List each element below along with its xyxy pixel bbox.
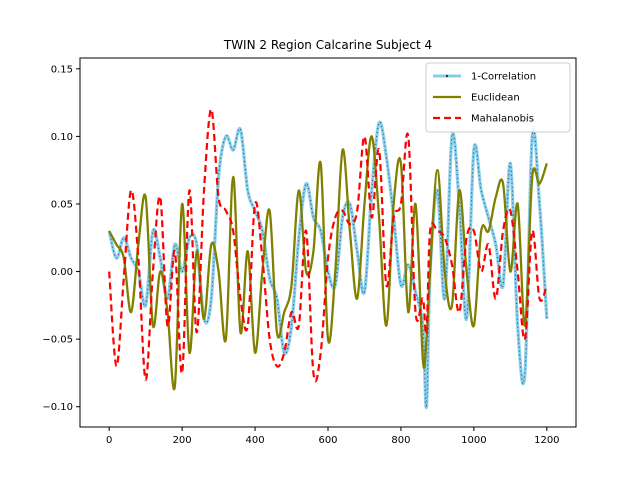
y-tick-label: 0.00: [51, 267, 73, 278]
x-tick-label: 1200: [534, 435, 559, 446]
legend-box: [425, 62, 571, 133]
y-tick-label: 0.05: [51, 199, 73, 210]
series-line-mahalanobis: [108, 108, 548, 383]
legend-label-1-correlation: 1-Correlation: [471, 72, 536, 83]
x-tick-label: 0: [106, 435, 112, 446]
legend-marker-1-correlation: [445, 74, 449, 78]
plot-lines: [107, 108, 549, 409]
plot-frame: [79, 57, 577, 428]
y-tick-label: 0.10: [51, 132, 73, 143]
x-tick-label: 600: [318, 435, 337, 446]
series-markers-1-correlation: [108, 121, 548, 408]
axes-ticks: 0 200 400 600 800 1000 1200 −0.10 −0.05 0.00 0.05 0…: [42, 64, 559, 446]
y-tick-label: −0.05: [42, 335, 73, 346]
y-tick-label: −0.10: [42, 402, 73, 413]
legend: 1-Correlation Euclidean Mahalanobis: [425, 62, 571, 133]
x-tick-label: 1000: [461, 435, 486, 446]
chart-title: TWIN 2 Region Calcarine Subject 4: [223, 38, 432, 52]
legend-label-mahalanobis: Mahalanobis: [471, 114, 534, 125]
x-tick-label: 800: [391, 435, 410, 446]
x-tick-label: 200: [173, 435, 192, 446]
y-tick-label: 0.15: [51, 64, 73, 75]
legend-label-euclidean: Euclidean: [471, 93, 520, 104]
x-tick-label: 400: [246, 435, 265, 446]
